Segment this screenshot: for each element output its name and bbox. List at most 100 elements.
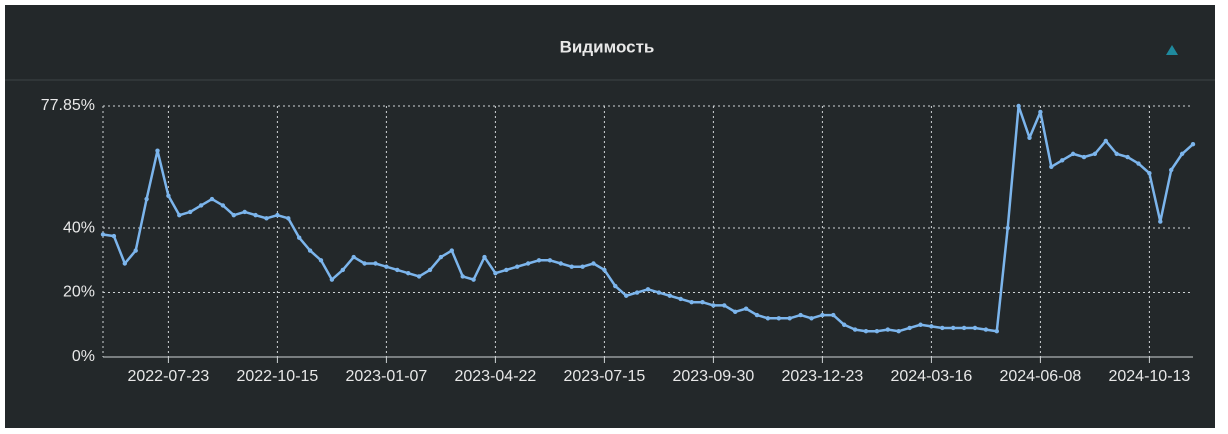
point <box>373 261 378 266</box>
x-tick-label: 2023-09-30 <box>672 368 754 385</box>
point <box>525 261 531 266</box>
point <box>613 283 618 289</box>
point <box>438 254 444 260</box>
point <box>144 196 149 202</box>
point <box>264 216 269 221</box>
point <box>656 290 662 295</box>
point <box>733 309 738 315</box>
point <box>896 329 901 334</box>
point <box>1027 135 1032 140</box>
point <box>951 325 956 331</box>
point <box>754 312 760 318</box>
point <box>351 254 356 260</box>
point <box>929 324 934 329</box>
point <box>1158 219 1163 224</box>
x-tick-label: 2023-07-15 <box>563 368 645 385</box>
point <box>133 248 138 253</box>
point <box>515 264 520 269</box>
point <box>798 312 803 318</box>
point <box>155 148 160 153</box>
point <box>624 293 629 298</box>
point <box>765 316 771 321</box>
point <box>809 316 814 321</box>
point <box>406 270 411 276</box>
x-tick-label: 2023-04-22 <box>454 368 536 385</box>
point <box>209 196 215 202</box>
point <box>1038 109 1043 115</box>
point <box>569 264 574 269</box>
point <box>242 209 247 215</box>
point <box>188 209 193 215</box>
point <box>111 233 117 239</box>
point <box>307 248 313 253</box>
point <box>460 274 465 279</box>
point <box>591 261 596 266</box>
point <box>885 327 890 332</box>
point <box>874 329 880 334</box>
point <box>1049 164 1054 169</box>
point <box>831 312 836 318</box>
point <box>983 327 989 332</box>
point <box>482 254 487 260</box>
point <box>700 299 705 305</box>
x-tick-label: 2023-01-07 <box>345 368 427 385</box>
point <box>918 322 923 327</box>
point <box>1070 151 1076 157</box>
point <box>787 316 792 321</box>
point <box>427 267 433 273</box>
y-tick-label: 40% <box>63 219 95 236</box>
point <box>329 277 335 282</box>
y-tick-label: 0% <box>72 348 95 365</box>
point <box>1114 151 1119 157</box>
point <box>362 261 367 266</box>
point <box>645 287 651 292</box>
point <box>1005 225 1010 231</box>
point <box>384 264 389 269</box>
point <box>536 258 542 263</box>
point <box>100 232 106 237</box>
point <box>972 325 978 331</box>
y-tick-label: 20% <box>63 284 95 301</box>
point <box>177 212 182 218</box>
point <box>667 293 672 298</box>
x-tick-label: 2024-10-13 <box>1108 368 1190 385</box>
point <box>1092 151 1098 157</box>
point <box>286 216 291 221</box>
point <box>678 296 683 302</box>
point <box>449 248 454 253</box>
point <box>722 303 727 308</box>
point <box>122 261 128 266</box>
point <box>689 299 694 305</box>
point <box>1169 167 1174 173</box>
point <box>318 258 324 263</box>
point <box>940 325 945 331</box>
point <box>471 277 476 282</box>
x-tick-label: 2024-06-08 <box>999 368 1081 385</box>
point <box>231 212 236 218</box>
point <box>1179 151 1185 157</box>
point <box>1060 158 1065 163</box>
point <box>493 270 498 276</box>
y-tick-label: 77.85% <box>41 97 95 114</box>
point <box>1136 161 1141 166</box>
collapse-toggle[interactable] <box>1166 45 1178 55</box>
point <box>340 267 345 273</box>
point <box>395 267 400 273</box>
point <box>602 267 607 273</box>
point <box>1081 154 1087 160</box>
point <box>961 325 967 331</box>
x-tick-label: 2024-03-16 <box>890 368 972 385</box>
point <box>253 212 258 218</box>
point <box>711 303 716 308</box>
point <box>1147 171 1152 176</box>
point <box>776 316 781 321</box>
point <box>820 312 825 318</box>
point <box>220 203 226 208</box>
point <box>547 258 553 263</box>
point <box>297 235 302 240</box>
point <box>634 290 640 295</box>
point <box>416 274 422 279</box>
point <box>504 267 509 273</box>
